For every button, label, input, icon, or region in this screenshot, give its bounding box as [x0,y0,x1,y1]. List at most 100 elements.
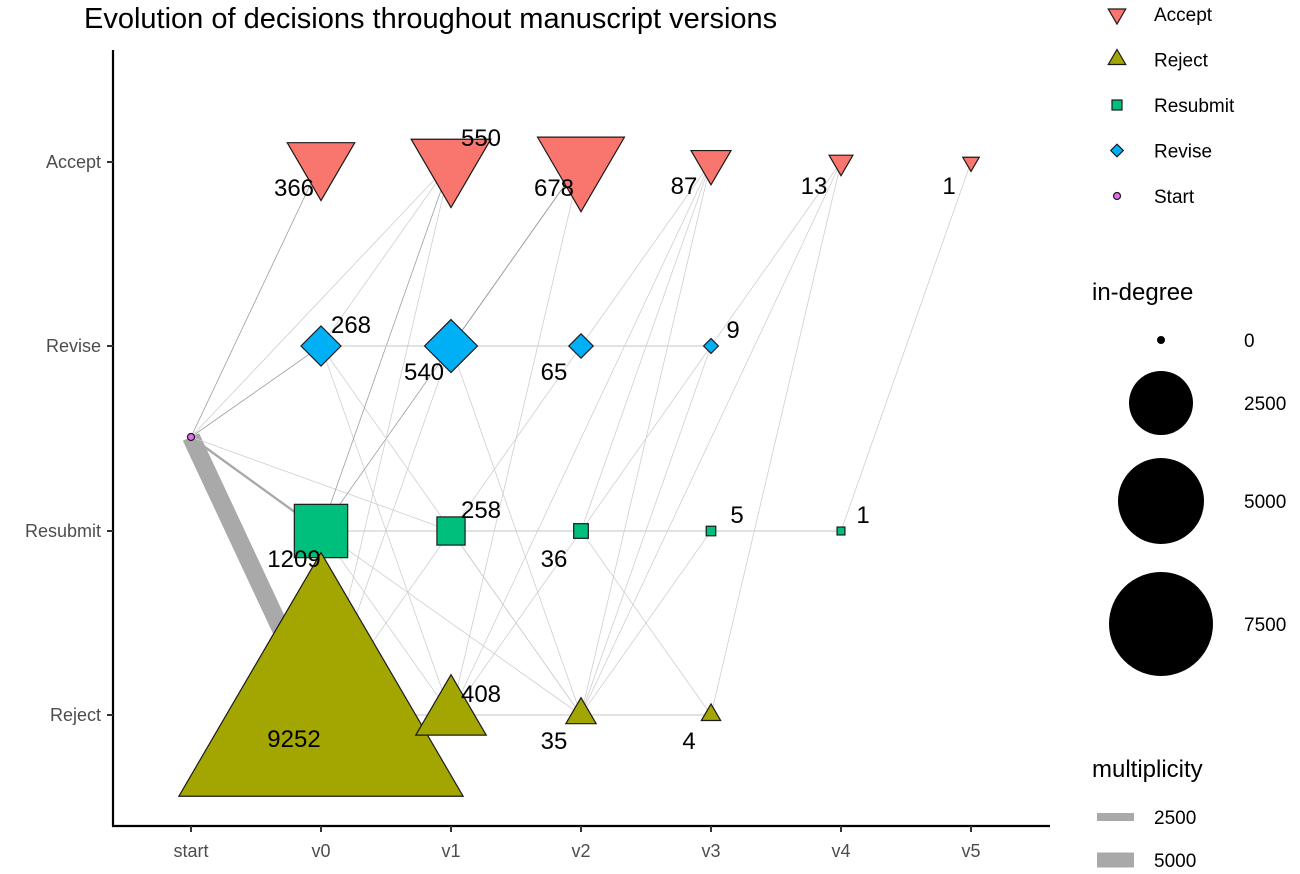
legend-reject-icon [1107,48,1127,66]
edge-start-to-v1-Resubmit [190,436,452,532]
edge-start-to-v0-Revise [190,345,322,438]
node-start [186,432,196,442]
legend-label-accept: Accept [1154,5,1213,26]
node-v0-Revise [300,325,342,367]
y-tick-label-resubmit: Resubmit [25,521,101,541]
legend-size-circle-5000 [1118,458,1204,544]
chart-title: Evolution of decisions throughout manusc… [84,3,777,35]
node-label-v4-Accept: 13 [801,173,828,200]
node-v2-Revise [567,332,595,360]
node-label-v1-Reject: 408 [461,681,501,708]
legend-label-revise: Revise [1154,142,1212,163]
node-label-v1-Accept: 550 [461,125,501,152]
x-tick-label-v0: v0 [311,841,330,861]
legend-size-label-7500: 7500 [1244,615,1286,636]
legend-revise-icon [1109,143,1125,158]
edge-v1-Reject-to-v2-Accept [450,161,582,716]
node-label-v0-Resubmit: 1209 [267,546,320,573]
node-label-v4-Resubmit: 1 [856,502,869,529]
y-tick-label-accept: Accept [46,152,101,172]
legend-accept-icon [1107,8,1127,26]
legend-size-title: in-degree [1092,279,1193,306]
legend-label-resubmit: Resubmit [1154,96,1235,117]
legend-width-swatch-5000 [1097,852,1134,868]
node-v3-Revise [702,337,720,355]
node-v1-Resubmit [436,516,466,546]
node-v3-Reject [700,702,722,722]
y-tick-label-reject: Reject [50,705,101,725]
x-tick-label-start: start [173,841,208,861]
legend-resubmit-icon [1111,99,1123,111]
node-label-v3-Revise: 9 [726,317,739,344]
node-v5-Accept [961,156,981,173]
edge-start-to-v0-Accept [190,161,322,438]
node-v1-Revise [423,318,479,374]
legend-size-circle-2500 [1129,371,1193,435]
node-v4-Accept [828,154,854,177]
legend-size-circle-0 [1157,336,1165,344]
edge-v3-Reject-to-v4-Accept [710,161,842,716]
legend-width-label-2500: 2500 [1154,808,1196,829]
node-v0-Accept [286,142,356,202]
edge-v2-Reject-to-v3-Resubmit [580,530,712,716]
x-tick-label-v4: v4 [831,841,850,861]
node-label-v2-Reject: 35 [541,728,568,755]
legend-label-reject: Reject [1154,51,1209,72]
node-label-v0-Revise: 268 [331,312,371,339]
edge-v1-Reject-to-v2-Resubmit [450,530,582,716]
x-tick-label-v5: v5 [961,841,980,861]
node-labels-layer: 366 268 1209 9252 550 540 258 408 678 65 36 35 87 9 5 4… [267,125,955,755]
x-tick-label-v1: v1 [441,841,460,861]
node-label-v1-Revise: 540 [404,359,444,386]
node-label-v0-Reject: 9252 [267,726,320,753]
node-label-v1-Resubmit: 258 [461,497,501,524]
x-axis-ticks: start v0 v1 v2 v3 v4 v5 [173,826,981,861]
legend-size-circle-7500 [1109,572,1213,676]
legend-size-label-0: 0 [1244,331,1255,352]
edge-v3-Revise-to-v4-Accept [710,161,842,347]
legend-size-label-5000: 5000 [1244,492,1286,513]
legend-start-icon [1112,191,1122,201]
node-v2-Resubmit [573,523,589,539]
x-tick-label-v3: v3 [701,841,720,861]
legend-size-label-2500: 2500 [1244,394,1286,415]
edge-v2-Reject-to-v4-Accept [580,161,842,716]
edge-v0-Revise-to-v1-Accept [320,161,452,347]
legend-width-label-5000: 5000 [1154,851,1196,872]
legend-decision: Accept Reject Resubmit Revise Start [1107,5,1235,208]
node-label-v0-Accept: 366 [274,175,314,202]
node-label-v2-Resubmit: 36 [541,546,568,573]
node-label-v3-Accept: 87 [671,173,698,200]
legend-in-degree: 0 2500 5000 7500 [1109,331,1286,676]
legend-multiplicity: 2500 5000 [1097,808,1196,872]
node-label-v2-Revise: 65 [541,359,568,386]
node-v2-Reject [564,696,598,725]
y-axis-ticks: Accept Revise Resubmit Reject [25,152,113,725]
edge-start-to-v1-Accept [190,161,452,438]
node-v2-Accept [536,136,626,213]
node-v3-Resubmit [705,525,717,537]
node-v0-Resubmit [293,503,349,559]
legend-width-swatch-2500 [1097,813,1134,821]
edge-v2-Reject-to-v3-Accept [580,161,712,716]
edge-v4-Resubmit-to-v5-Accept [840,161,972,532]
y-tick-label-revise: Revise [46,336,101,356]
legend-width-title: multiplicity [1092,756,1203,783]
node-v1-Reject [414,673,488,736]
node-label-v2-Accept: 678 [534,175,574,202]
node-v0-Reject [177,551,465,797]
node-v1-Accept [410,138,492,209]
node-label-v3-Resubmit: 5 [730,502,743,529]
node-label-v5-Accept: 1 [942,173,955,200]
node-v3-Accept [689,149,733,187]
edge-v2-Revise-to-v3-Accept [580,161,712,347]
edge-v0-Resubmit-to-v2-Reject [320,530,582,716]
node-label-v3-Reject: 4 [682,728,695,755]
legend-label-start: Start [1154,187,1195,208]
edge-v1-Revise-to-v2-Accept [450,161,582,347]
edge-v1-Reject-to-v3-Accept [450,161,712,716]
x-tick-label-v2: v2 [571,841,590,861]
node-v4-Resubmit [836,526,846,536]
nodes-layer [177,136,981,797]
